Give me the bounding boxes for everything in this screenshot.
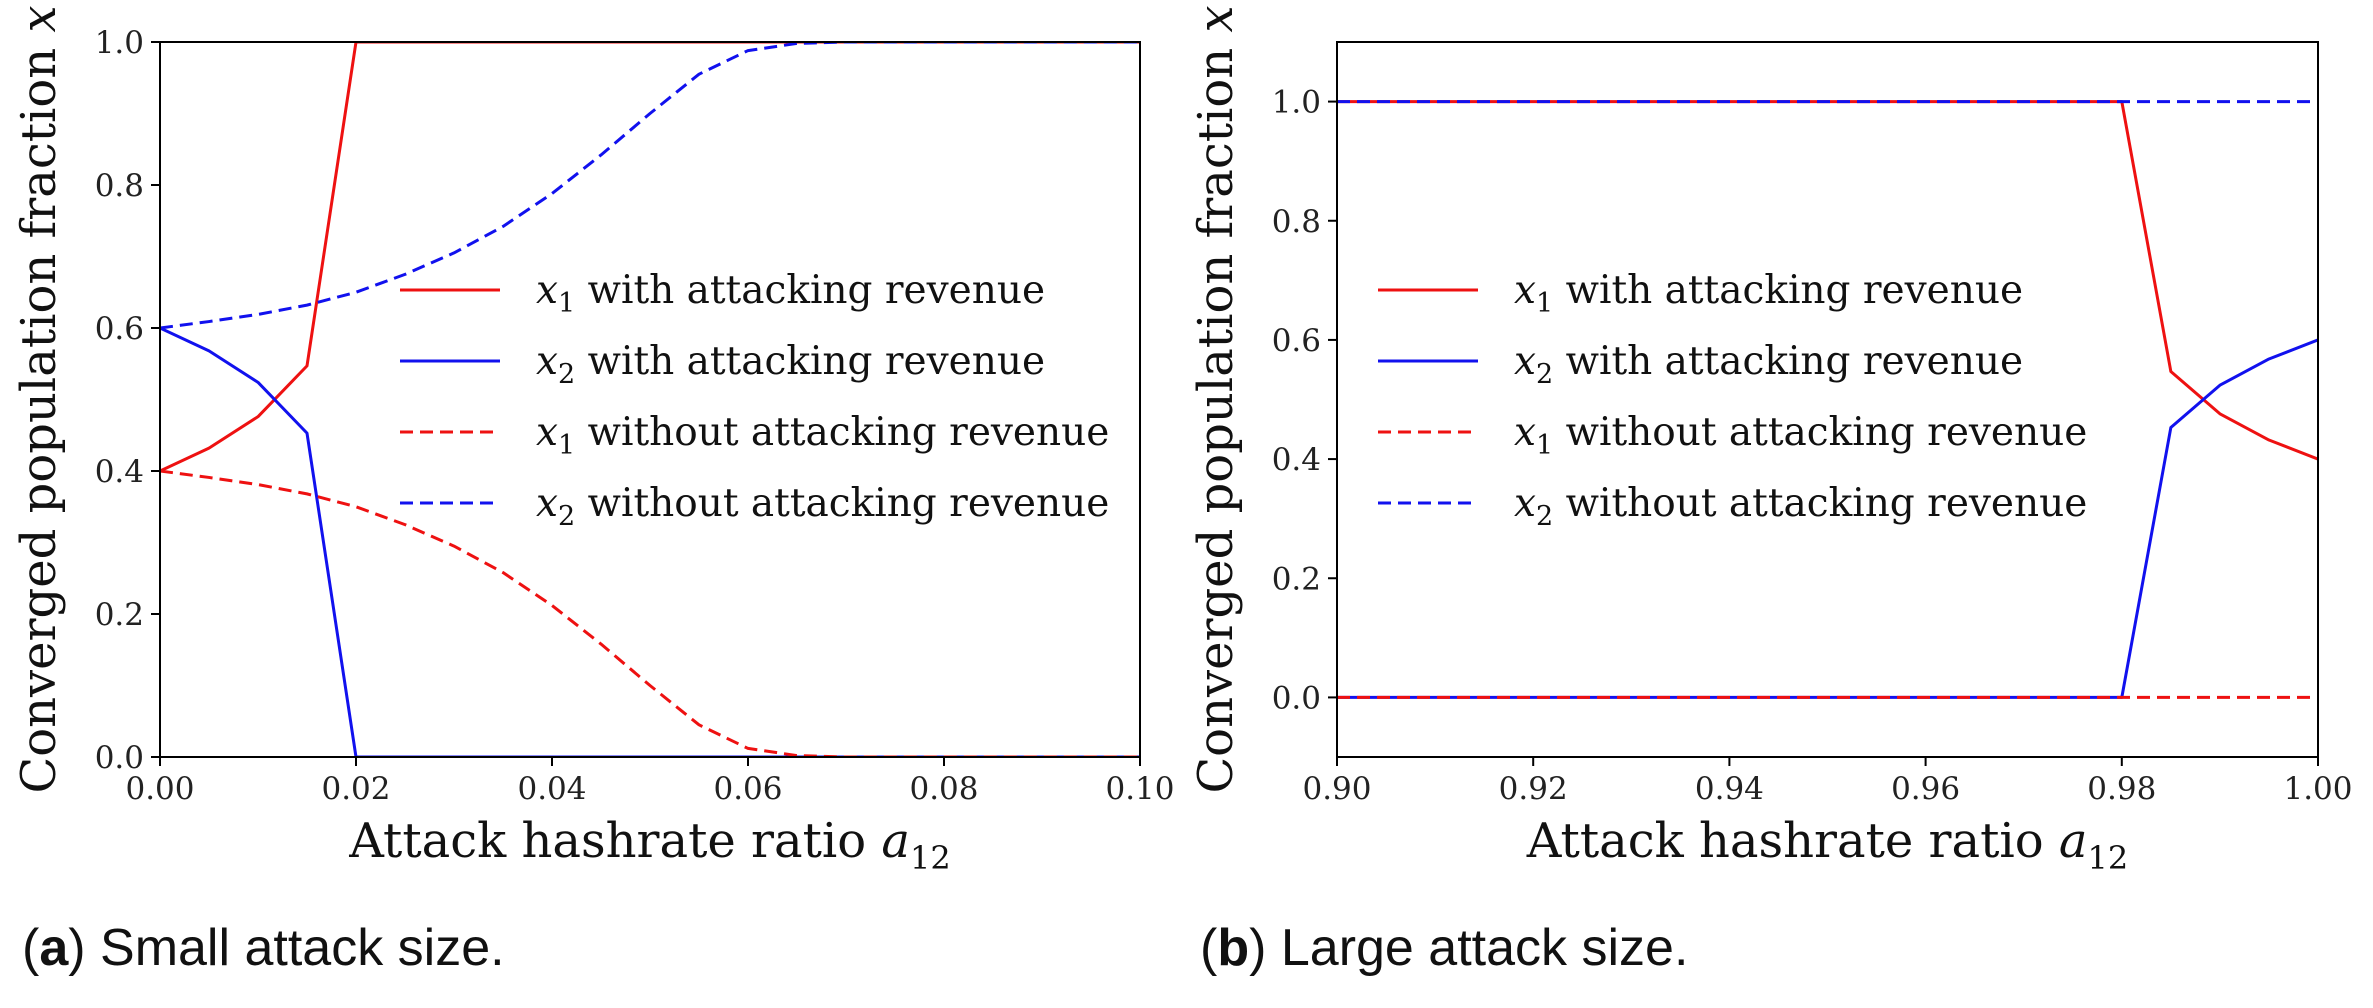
legend-var: x bbox=[536, 481, 558, 526]
y-tick-label: 0.2 bbox=[1272, 561, 1321, 597]
legend-text: without attacking revenue bbox=[575, 481, 1109, 526]
y-tick-label: 0.4 bbox=[1272, 442, 1321, 478]
legend-entry-4: x2 without attacking revenue bbox=[536, 481, 1109, 532]
legend-text: without attacking revenue bbox=[1553, 410, 2087, 455]
y-axis-label-var: x bbox=[11, 5, 67, 32]
y-axis-label-var: x bbox=[1188, 5, 1244, 32]
x-tick-label: 0.92 bbox=[1499, 771, 1568, 807]
axes-frame bbox=[159, 41, 1141, 758]
x-axis-label-sub: 12 bbox=[910, 839, 951, 877]
legend-sub: 2 bbox=[1536, 501, 1553, 532]
legend-entry-1: x1 with attacking revenue bbox=[1514, 268, 2023, 319]
y-tick-label: 1.0 bbox=[95, 25, 144, 61]
caption-a-text: Small attack size. bbox=[100, 919, 505, 977]
x-axis-label: Attack hashrate ratio a12 bbox=[348, 813, 951, 877]
caption-b-text: Large attack size. bbox=[1280, 919, 1689, 977]
legend-entry-3: x1 without attacking revenue bbox=[536, 410, 1109, 461]
legend-entry-4: x2 without attacking revenue bbox=[1514, 481, 2087, 532]
x-axis-label-sub: 12 bbox=[2088, 839, 2129, 877]
y-axis-label-text: Converged population fraction bbox=[1188, 33, 1244, 794]
chart-panel-b: 0.90 0.92 0.94 0.96 0.98 1.00 0.0 0.2 0.4 0.6 0.8 1… bbox=[1188, 5, 2353, 877]
x-axis-label-var: a bbox=[881, 813, 910, 869]
y-tick-label: 1.0 bbox=[1272, 85, 1321, 121]
x-tick-label: 0.96 bbox=[1891, 771, 1960, 807]
y-axis-label: Converged population fraction x bbox=[1188, 5, 1244, 793]
x-tick-label: 0.02 bbox=[321, 771, 390, 807]
legend-entry-1: x1 with attacking revenue bbox=[536, 268, 1045, 319]
legend-var: x bbox=[536, 410, 558, 455]
y-tick-label: 0.8 bbox=[95, 168, 144, 204]
legend-entry-2: x2 with attacking revenue bbox=[1514, 339, 2023, 390]
legend-var: x bbox=[1514, 268, 1536, 313]
legend-text: with attacking revenue bbox=[575, 268, 1045, 313]
legend-var: x bbox=[1514, 410, 1536, 455]
y-tick-label: 0.0 bbox=[1272, 680, 1321, 716]
y-tick-label: 0.4 bbox=[95, 454, 144, 490]
x-tick-label: 1.00 bbox=[2283, 771, 2352, 807]
x-axis-label-text: Attack hashrate ratio bbox=[348, 813, 881, 869]
legend-entry-3: x1 without attacking revenue bbox=[1514, 410, 2087, 461]
y-tick-label: 0.8 bbox=[1272, 204, 1321, 240]
series-line-2 bbox=[1337, 338, 2318, 699]
series-group bbox=[160, 42, 1140, 757]
legend-entry-2: x2 with attacking revenue bbox=[536, 339, 1045, 390]
x-tick-label: 0.98 bbox=[2087, 771, 2156, 807]
series-line-3 bbox=[160, 469, 1140, 757]
legend-sub: 1 bbox=[1536, 430, 1553, 461]
x-tick-label: 0.06 bbox=[713, 771, 782, 807]
series-line-2 bbox=[160, 326, 1140, 757]
legend-sub: 2 bbox=[558, 501, 575, 532]
x-tick-label: 0.04 bbox=[517, 771, 586, 807]
legend-text: without attacking revenue bbox=[1553, 481, 2087, 526]
legend-text: with attacking revenue bbox=[1553, 339, 2023, 384]
y-axis-label: Converged population fraction x bbox=[11, 5, 67, 793]
y-tick-label: 0.2 bbox=[95, 597, 144, 633]
series-line-1 bbox=[1337, 100, 2318, 461]
series-line-4 bbox=[160, 42, 1140, 330]
x-axis-label: Attack hashrate ratio a12 bbox=[1526, 813, 2129, 877]
legend-text: with attacking revenue bbox=[1553, 268, 2023, 313]
caption-b-letter: b bbox=[1217, 919, 1250, 977]
series-line-1 bbox=[160, 42, 1140, 473]
legend-var: x bbox=[536, 339, 558, 384]
y-axis-label-text: Converged population fraction bbox=[11, 33, 67, 794]
axes-frame bbox=[1336, 41, 2319, 758]
legend-sub: 1 bbox=[1536, 288, 1553, 319]
x-tick-label: 0.00 bbox=[125, 771, 194, 807]
x-axis-label-var: a bbox=[2059, 813, 2088, 869]
caption-b: (b) Large attack size. bbox=[1200, 919, 1689, 977]
caption-a: (a) Small attack size. bbox=[22, 919, 505, 977]
legend-text: with attacking revenue bbox=[575, 339, 1045, 384]
x-axis-label-text: Attack hashrate ratio bbox=[1526, 813, 2059, 869]
legend-var: x bbox=[1514, 339, 1536, 384]
series-group bbox=[1337, 100, 2318, 699]
legend-sub: 2 bbox=[1536, 359, 1553, 390]
chart-panel-a: 0.00 0.02 0.04 0.06 0.08 0.10 0.0 0.2 0.4 0.6 0.8 1… bbox=[11, 5, 1175, 877]
legend-sub: 2 bbox=[558, 359, 575, 390]
y-tick-label: 0.6 bbox=[1272, 323, 1321, 359]
y-tick-label: 0.6 bbox=[95, 311, 144, 347]
y-tick-label: 0.0 bbox=[95, 740, 144, 776]
x-tick-label: 0.08 bbox=[909, 771, 978, 807]
legend-var: x bbox=[536, 268, 558, 313]
legend-sub: 1 bbox=[558, 430, 575, 461]
legend-text: without attacking revenue bbox=[575, 410, 1109, 455]
x-tick-label: 0.10 bbox=[1105, 771, 1174, 807]
caption-a-letter: a bbox=[39, 919, 69, 977]
legend-sub: 1 bbox=[558, 288, 575, 319]
x-tick-label: 0.90 bbox=[1302, 771, 1371, 807]
legend-var: x bbox=[1514, 481, 1536, 526]
x-tick-label: 0.94 bbox=[1695, 771, 1764, 807]
